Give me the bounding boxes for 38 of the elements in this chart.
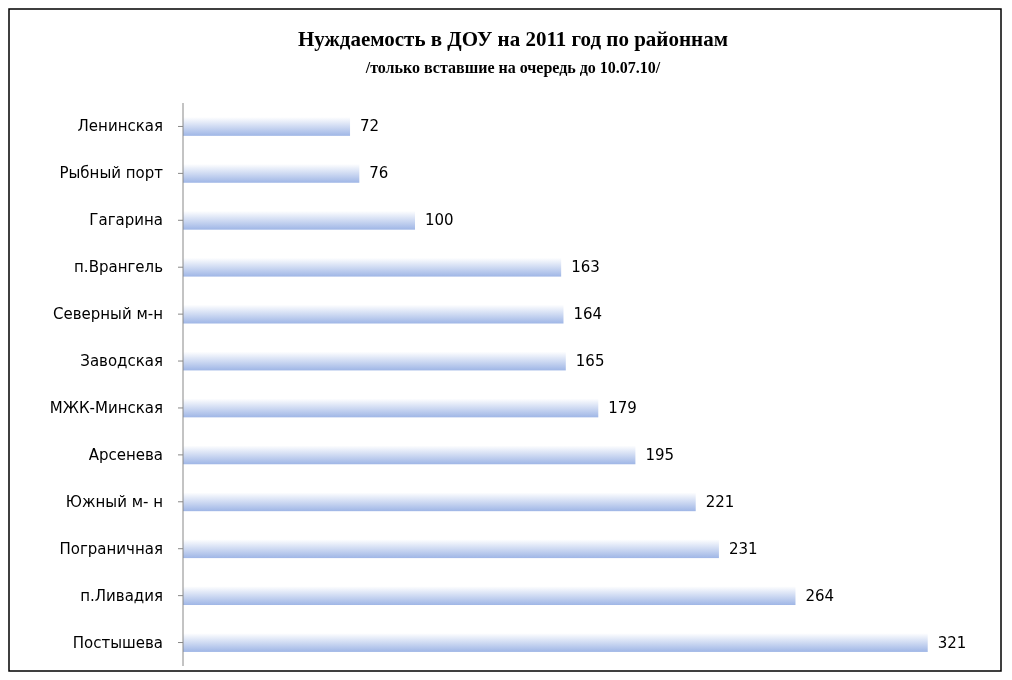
chart-subtitle: /только вставшие на очередь до 10.07.10/ <box>364 59 661 77</box>
y-tick-label: п.Ливадия <box>80 586 163 605</box>
data-label: 165 <box>575 352 605 371</box>
bar <box>183 492 696 512</box>
bar <box>183 257 562 277</box>
bar <box>183 163 360 183</box>
data-label: 231 <box>728 539 758 558</box>
bar <box>183 351 566 371</box>
y-tick-label: Постышева <box>72 633 163 652</box>
y-tick-label: Заводская <box>80 352 163 371</box>
data-label: 264 <box>805 586 835 605</box>
data-label: 321 <box>937 633 967 652</box>
bar <box>183 586 796 606</box>
y-tick-label: Ленинская <box>77 117 163 136</box>
bar <box>183 398 599 418</box>
chart-title: Нуждаемость в ДОУ на 2011 год по районнам <box>298 27 728 51</box>
data-label: 100 <box>425 211 454 230</box>
bar <box>183 210 415 230</box>
data-label: 164 <box>573 305 603 324</box>
data-label: 72 <box>360 117 380 136</box>
y-tick-label: Пограничная <box>59 539 163 558</box>
data-label: 195 <box>645 445 675 464</box>
bar <box>183 445 636 465</box>
y-tick-label: Северный м-н <box>53 305 163 324</box>
bar <box>183 304 564 324</box>
y-tick-label: Южный м- н <box>65 492 163 511</box>
data-label: 179 <box>608 398 637 417</box>
y-tick-label: п.Врангель <box>74 258 163 277</box>
bar <box>183 539 719 559</box>
data-label: 163 <box>571 258 600 277</box>
bar <box>183 117 351 136</box>
y-tick-label: МЖК-Минская <box>49 398 163 417</box>
data-label: 76 <box>369 164 389 183</box>
y-tick-label: Гагарина <box>89 211 163 230</box>
bar <box>183 633 928 652</box>
y-tick-label: Арсенева <box>88 445 163 464</box>
y-tick-label: Рыбный порт <box>59 164 164 183</box>
data-label: 221 <box>705 492 735 511</box>
